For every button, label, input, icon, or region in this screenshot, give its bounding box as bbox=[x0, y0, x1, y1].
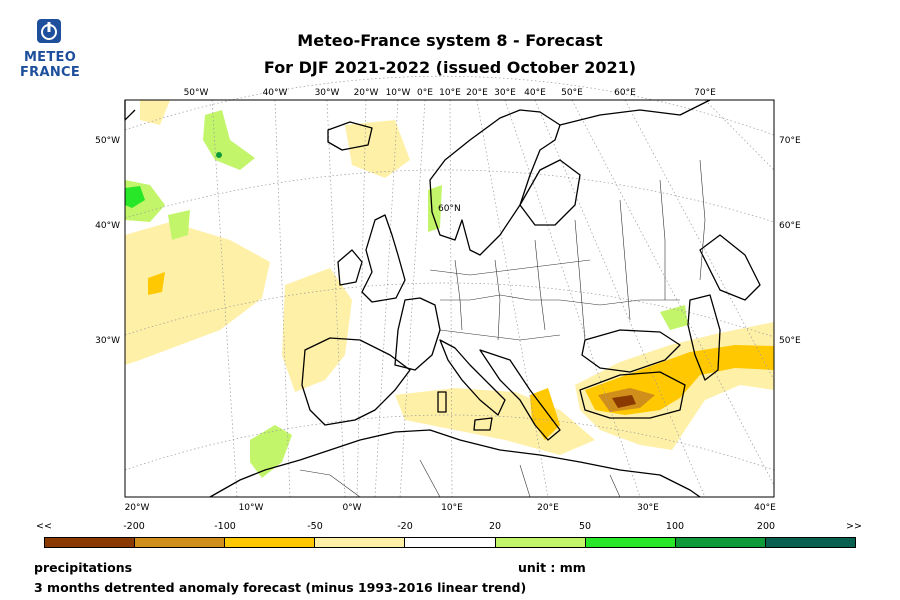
left-edge-label: 50°W bbox=[95, 136, 120, 146]
bottom-lon-label: 30°E bbox=[637, 503, 659, 513]
legend-color-cell bbox=[225, 538, 316, 547]
bottom-lon-label: 10°W bbox=[239, 503, 264, 513]
dry-anomaly-north-atlantic bbox=[140, 100, 170, 125]
top-lon-label: 20°W bbox=[354, 88, 379, 98]
top-lon-label: 60°E bbox=[614, 88, 636, 98]
top-lon-label: 50°E bbox=[561, 88, 583, 98]
legend-tick: 50 bbox=[578, 521, 592, 532]
bottom-lon-label: 40°E bbox=[754, 503, 776, 513]
coastlines bbox=[124, 99, 761, 498]
top-lon-label: 40°E bbox=[524, 88, 546, 98]
legend-color-cell bbox=[675, 538, 766, 547]
top-lon-label: 70°E bbox=[694, 88, 716, 98]
legend-tick: -20 bbox=[397, 521, 413, 532]
dry-anomaly-mid-atlantic bbox=[345, 120, 410, 178]
coast-iceland bbox=[327, 121, 373, 151]
bottom-lon-label: 20°E bbox=[537, 503, 559, 513]
top-lon-label: 30°E bbox=[494, 88, 516, 98]
legend-tick: -200 bbox=[123, 521, 145, 532]
wet-anomaly-morocco-atlantic bbox=[250, 425, 292, 478]
left-labels: 50°W 40°W 30°W bbox=[95, 136, 120, 346]
legend-tick: -50 bbox=[307, 521, 323, 532]
coast-balkans bbox=[479, 349, 561, 441]
top-lon-label: 50°W bbox=[184, 88, 209, 98]
coast-north-africa bbox=[209, 429, 701, 498]
coast-arctic-russia bbox=[559, 99, 711, 126]
meteo-france-logo: METEO FRANCE bbox=[10, 14, 90, 84]
legend-tick: >> bbox=[846, 521, 862, 532]
dry-anomaly-iberia-atlantic bbox=[282, 268, 352, 392]
map-title-line-1: Meteo-France system 8 - Forecast bbox=[297, 31, 603, 50]
strong-wet-anomaly-spot bbox=[216, 152, 222, 158]
unit-label: unit : mm bbox=[518, 560, 586, 575]
strong-wet-anomaly-atlantic bbox=[125, 186, 145, 208]
legend-color-cell bbox=[135, 538, 226, 547]
logo-text-france: FRANCE bbox=[19, 65, 81, 80]
top-longitude-labels: 50°W 40°W 30°W 20°W 10°W 0°E 10°E 20°E 3… bbox=[184, 88, 717, 98]
graticule bbox=[124, 75, 775, 498]
latitude-60n-label: 60°N bbox=[438, 204, 461, 214]
bottom-lon-label: 0°W bbox=[342, 503, 361, 513]
coast-italy bbox=[439, 339, 506, 416]
coast-sardinia bbox=[437, 391, 447, 413]
color-legend-bar bbox=[44, 537, 856, 548]
coast-ireland bbox=[337, 249, 363, 286]
coast-scandinavia bbox=[429, 109, 561, 256]
map-title-line-2: For DJF 2021-2022 (issued October 2021) bbox=[263, 58, 637, 77]
top-lon-label: 10°W bbox=[386, 88, 411, 98]
left-edge-label: 40°W bbox=[95, 221, 120, 231]
top-lon-label: 40°W bbox=[263, 88, 288, 98]
coast-france-north bbox=[394, 297, 441, 371]
meteo-france-emblem-icon bbox=[37, 19, 61, 43]
coast-iberia bbox=[301, 337, 411, 426]
legend-color-cell bbox=[585, 538, 676, 547]
bottom-longitude-labels: 20°W 10°W 0°W 10°E 20°E 30°E 40°E bbox=[125, 503, 777, 513]
map-border bbox=[124, 99, 775, 498]
extreme-anomaly-eastern-band bbox=[612, 395, 636, 408]
right-edge-label: 70°E bbox=[779, 136, 801, 146]
dry-anomaly-west-atlantic bbox=[125, 222, 270, 365]
coast-anatolia bbox=[579, 371, 686, 419]
legend-tick: -100 bbox=[214, 521, 236, 532]
moderate-anomaly-atlantic bbox=[148, 272, 165, 295]
legend-color-cell bbox=[45, 538, 136, 547]
top-lon-label: 10°E bbox=[439, 88, 461, 98]
right-edge-label: 50°E bbox=[779, 336, 801, 346]
bottom-lon-label: 20°W bbox=[125, 503, 150, 513]
right-labels: 70°E 60°E 50°E bbox=[779, 136, 801, 346]
wet-anomaly-atlantic-middle bbox=[168, 210, 190, 240]
coast-finland bbox=[519, 159, 581, 226]
top-lon-label: 20°E bbox=[466, 88, 488, 98]
coast-novaya-zemlya bbox=[699, 234, 761, 301]
country-borders bbox=[299, 159, 706, 498]
legend-tick: << bbox=[36, 521, 52, 532]
legend-tick: 200 bbox=[756, 521, 776, 532]
legend-tick: 20 bbox=[488, 521, 502, 532]
legend-color-cell bbox=[405, 538, 496, 547]
left-edge-label: 30°W bbox=[95, 336, 120, 346]
coast-great-britain bbox=[361, 214, 406, 303]
logo-text-meteo: METEO bbox=[23, 50, 77, 65]
legend-tick: 100 bbox=[665, 521, 685, 532]
coast-black-sea bbox=[581, 329, 681, 373]
legend-color-cell bbox=[495, 538, 586, 547]
bottom-lon-label: 10°E bbox=[441, 503, 463, 513]
coast-caspian bbox=[687, 294, 721, 381]
legend-color-cell bbox=[765, 538, 855, 547]
top-lon-label: 30°W bbox=[315, 88, 340, 98]
right-edge-label: 60°E bbox=[779, 221, 801, 231]
top-lon-label: 0°E bbox=[417, 88, 433, 98]
wet-anomaly-black-sea bbox=[660, 305, 688, 330]
forecast-description: 3 months detrented anomaly forecast (min… bbox=[34, 580, 527, 595]
variable-label: precipitations bbox=[34, 560, 133, 575]
legend-color-cell bbox=[315, 538, 406, 547]
coast-sicily bbox=[473, 417, 493, 431]
